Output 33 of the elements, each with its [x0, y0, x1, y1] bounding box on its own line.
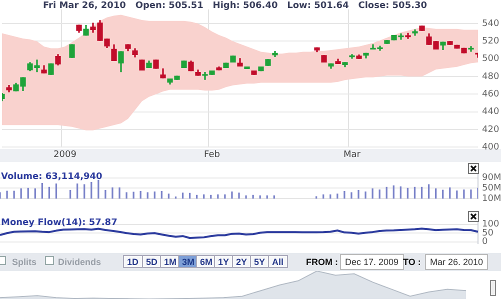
- y-tick-label: 100: [482, 220, 500, 230]
- y-tick-label: 480: [482, 72, 500, 82]
- text: FROM :: [306, 257, 338, 267]
- chart-title: Fri Mar 26, 2010 Open: 505.51 High: 506.40 Low: 501.64 Close: 505.30: [42, 0, 428, 11]
- y-tick-label: 50: [482, 228, 494, 238]
- button: 1Y: [214, 255, 234, 268]
- text-field: Mar 26. 2010: [425, 254, 488, 270]
- candlestick: [349, 54, 355, 59]
- y-tick-label: 400: [482, 142, 500, 153]
- x-tick-label: 2009: [54, 150, 77, 160]
- button: All: [268, 255, 288, 268]
- y-tick-label: 50M: [482, 184, 501, 194]
- button: 1D: [123, 255, 143, 268]
- y-tick-label: 520: [482, 36, 500, 47]
- chart-title: Volume: 63,114,940: [1, 172, 102, 182]
- text: Splits: [12, 257, 37, 267]
- y-tick-label: 90M: [482, 173, 501, 184]
- button: 2Y: [232, 255, 252, 268]
- x-tick-label: Feb: [204, 150, 220, 160]
- y-tick-label: 540: [482, 18, 500, 29]
- y-tick-label: 10M: [482, 194, 501, 204]
- button: 5D: [142, 255, 162, 268]
- y-tick-label: 460: [482, 90, 500, 100]
- text: Dividends: [58, 257, 102, 267]
- text: TO :: [403, 257, 421, 267]
- button: 5Y: [250, 255, 270, 268]
- text-field: Dec 17. 2009: [340, 254, 404, 270]
- x-tick-label: Mar: [344, 150, 361, 160]
- chart-title: Money Flow(14): 57.87: [1, 218, 118, 228]
- y-tick-label: 440: [482, 107, 500, 118]
- y-tick-label: 420: [482, 124, 500, 135]
- y-tick-label: 0: [482, 237, 488, 248]
- y-tick-label: 500: [482, 54, 500, 64]
